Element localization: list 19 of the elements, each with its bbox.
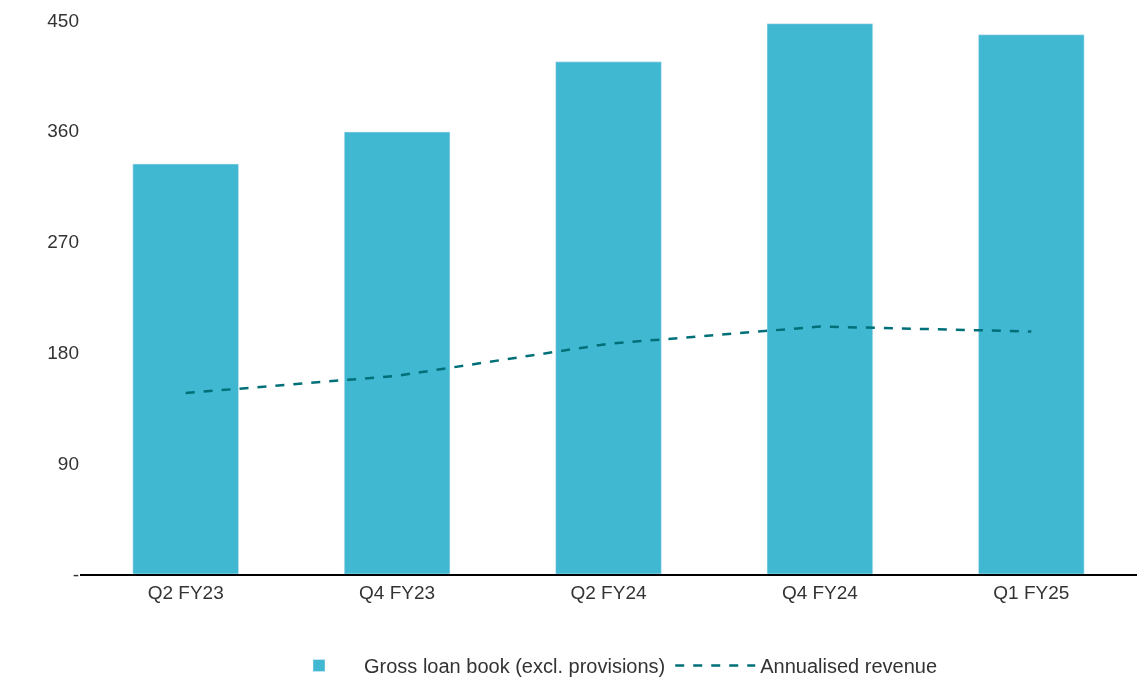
x-tick-label: Q4 FY24 [781,581,859,603]
y-tick-label: 360 [47,120,79,142]
y-tick-label: 450 [47,9,79,31]
line-series [184,325,1033,395]
y-tick-label: 180 [47,342,79,364]
x-tick-label: Q2 FY23 [147,581,224,603]
x-tick-label: Q2 FY24 [570,581,647,603]
legend-label: Annualised revenue [760,655,938,678]
legend-label: Gross loan book (excl. provisions) [364,655,666,678]
bar [344,131,451,574]
x-tick-label: Q4 FY23 [359,581,436,603]
bar [132,163,239,574]
bar [555,61,662,574]
x-tick-label: Q1 FY25 [993,581,1070,603]
y-tick-label: 90 [57,452,79,474]
bar [978,34,1085,574]
y-tick-label: 270 [47,231,79,253]
y-tick-label: - [72,563,79,585]
bar [766,23,873,574]
